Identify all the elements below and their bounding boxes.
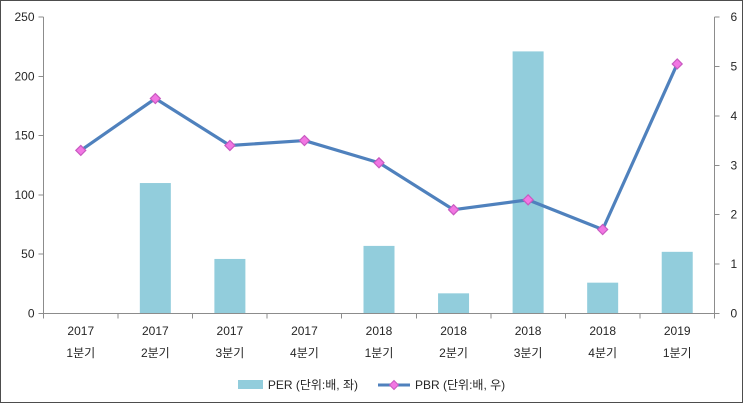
legend-item-per: PER (단위:배, 좌) (237, 376, 358, 393)
pbr-marker (149, 92, 162, 105)
right-axis-tick-label: 5 (731, 59, 738, 73)
x-axis-label-quarter: 3분기 (514, 346, 543, 360)
chart-legend: PER (단위:배, 좌) PBR (단위:배, 우) (1, 376, 742, 393)
x-axis-label-year: 2017 (142, 324, 169, 338)
x-axis-label-year: 2017 (67, 324, 94, 338)
x-axis-label-quarter: 4분기 (588, 346, 617, 360)
per-bar-swatch-icon (237, 380, 263, 389)
x-axis-label-year: 2019 (664, 324, 691, 338)
left-axis-tick-label: 150 (14, 129, 34, 143)
pbr-marker (298, 134, 311, 147)
per-bar (512, 51, 544, 314)
x-axis-label-year: 2018 (366, 324, 393, 338)
x-axis-label-quarter: 1분기 (365, 346, 394, 360)
x-axis-label-quarter: 3분기 (216, 346, 245, 360)
per-bar (139, 183, 171, 314)
per-bar (214, 258, 246, 314)
right-axis-tick-label: 2 (731, 208, 738, 222)
pbr-marker (671, 58, 684, 70)
x-axis-label-quarter: 4분기 (290, 346, 319, 360)
x-axis-label-year: 2018 (440, 324, 467, 338)
legend-label-pbr: PBR (단위:배, 우) (415, 378, 506, 392)
pbr-marker (596, 223, 609, 236)
x-axis-label-quarter: 1분기 (663, 346, 692, 360)
pbr-marker (447, 203, 460, 216)
left-axis-tick-label: 50 (21, 247, 35, 261)
x-axis-label-year: 2017 (217, 324, 244, 338)
left-axis-tick-label: 0 (28, 307, 35, 321)
right-axis-tick-label: 6 (731, 10, 738, 24)
x-axis-label-year: 2018 (589, 324, 616, 338)
pbr-marker (373, 156, 385, 169)
per-bar (363, 245, 395, 314)
per-bar (661, 251, 693, 314)
legend-item-pbr: PBR (단위:배, 우) (378, 376, 505, 393)
legend-label-per: PER (단위:배, 좌) (267, 378, 358, 392)
per-bar (587, 282, 619, 314)
x-axis-label-year: 2017 (291, 324, 318, 338)
per-bar (438, 293, 470, 314)
pbr-marker (74, 144, 87, 157)
x-axis-label-quarter: 2분기 (439, 346, 468, 360)
left-axis-tick-label: 200 (14, 69, 34, 83)
left-axis-tick-label: 250 (14, 10, 34, 24)
pbr-marker (224, 139, 236, 152)
pbr-line-swatch-icon (378, 379, 410, 390)
pbr-marker (522, 193, 534, 206)
right-axis-tick-label: 4 (731, 109, 738, 123)
right-axis-tick-label: 0 (731, 307, 738, 321)
right-axis-tick-label: 3 (731, 158, 738, 172)
x-axis-label-quarter: 1분기 (66, 346, 95, 360)
left-axis-tick-label: 100 (14, 188, 34, 202)
right-axis-tick-label: 1 (731, 257, 738, 271)
x-axis-label-year: 2018 (515, 324, 542, 338)
x-axis-label-quarter: 2분기 (141, 346, 170, 360)
